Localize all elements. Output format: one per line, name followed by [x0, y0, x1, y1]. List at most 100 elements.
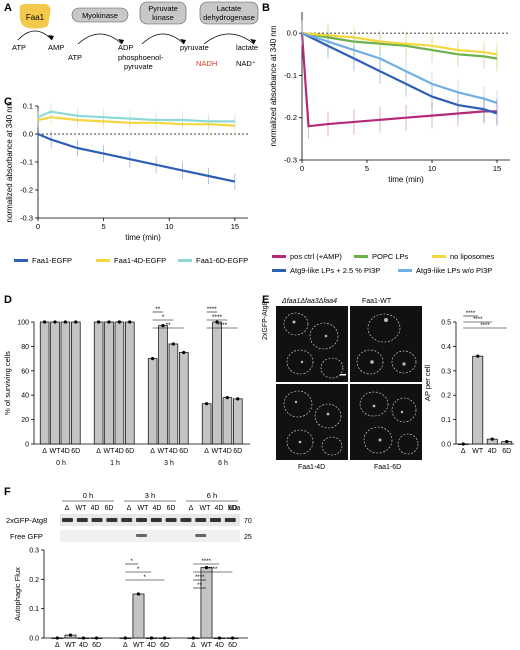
legend-b-3: no liposomes: [432, 252, 494, 261]
nadh-label: NADH: [196, 59, 217, 68]
blot-lane-label: 6D: [167, 505, 176, 512]
chart-e-point: [461, 442, 465, 446]
micrograph-4d: [276, 384, 348, 460]
chart-d-bar: [71, 321, 81, 445]
micro-label-6d: Faa1-6D: [374, 464, 402, 471]
chart-f-strain-label: 6D: [228, 642, 237, 649]
chart-c-series-0: [37, 125, 236, 190]
blot-lane-label: Δ: [189, 505, 194, 512]
chart-d-strain-label: 4D: [115, 448, 124, 455]
chart-b-ylabel: normalized absorbance at 340 nm: [269, 25, 278, 146]
chart-f-strain-label: 4D: [147, 642, 156, 649]
blot-band-free: [136, 534, 147, 537]
pep-label-1: phosphoenol-: [118, 53, 164, 62]
chart-f-point: [191, 636, 195, 640]
chart-b-line: [301, 32, 498, 60]
chart-d-point: [53, 320, 57, 324]
myokinase-box: [71, 7, 129, 23]
chart-d-group-label: 0 h: [56, 460, 66, 467]
blot-band: [180, 518, 192, 522]
panel-letter-c: C: [4, 96, 12, 108]
chart-d-point: [128, 320, 132, 324]
chart-d-ylabel: % of surviving cells: [3, 351, 12, 415]
ldh-label: Lactate dehydrogenase: [203, 4, 255, 22]
lactate-label: lactate: [236, 43, 258, 52]
chart-d-sig-label: ****: [207, 306, 218, 313]
chart-d-ytick-label: 0: [25, 442, 29, 449]
chart-d-bar: [168, 343, 179, 445]
legend-b-1: pos ctrl (+AMP): [272, 252, 342, 261]
amp-label: AMP: [48, 43, 64, 52]
blot-band: [62, 518, 73, 522]
blot-band: [121, 518, 133, 522]
chart-d-bar: [60, 321, 71, 445]
chart-d-point: [96, 320, 101, 324]
chart-f-sig-label: **: [197, 583, 202, 589]
chart-d-bar: [104, 321, 114, 445]
chart-d-strain-label: Δ: [96, 448, 101, 455]
blot-lane-label: 6D: [105, 505, 114, 512]
legend-label-popc: POPC LPs: [372, 252, 409, 261]
chart-f-strain-label: WT: [65, 642, 77, 649]
chart-d-strain-label: WT: [212, 448, 224, 455]
chart-f-sig-label: *: [130, 559, 133, 565]
chart-e-ytick-label: 0.2: [441, 393, 451, 400]
blot-lane-label: 4D: [91, 505, 100, 512]
chart-b-xtick-label: 5: [365, 164, 369, 173]
chart-d-sig-label: *: [162, 314, 165, 321]
blot-lane-label: WT: [138, 505, 150, 512]
legend-c-3: Faa1-6D-EGFP: [178, 256, 248, 265]
western-blot: 0 hΔ WT 4D 6D3 hΔ WT 4D 6D6 hΔ WT 4D 6DkDa2xGFP-A…: [6, 491, 252, 542]
blot-lane-label: WT: [200, 505, 212, 512]
chart-d-point: [236, 397, 240, 401]
chart-d-point: [161, 324, 165, 328]
chart-b-xtick-label: 10: [428, 164, 436, 173]
pyruvate-kinase-box: [139, 1, 187, 25]
chart-c-line: [37, 132, 236, 183]
blot-lane-label: Δ: [127, 505, 132, 512]
chart-c-ytick-label: 0.1: [23, 102, 33, 111]
chart-d-bar: [125, 321, 135, 445]
chart-e-sig-label: ****: [473, 317, 483, 323]
chart-d-strain-label: WT: [50, 448, 62, 455]
chart-c-xtick-label: 5: [102, 222, 106, 231]
chart-b-line: [301, 32, 498, 56]
chart-d-strain-label: 4D: [223, 448, 232, 455]
chart-d-bar: [179, 352, 189, 445]
chart-b-line: [300, 33, 497, 128]
chart-d-strain-label: 4D: [61, 448, 70, 455]
chart-f-point: [230, 636, 235, 640]
legend-c-1: Faa1-EGFP: [14, 256, 72, 265]
chart-f-sig-label: ****: [208, 567, 218, 573]
blot-band-free: [195, 534, 207, 537]
chart-d-strain-label: 6D: [71, 448, 80, 455]
micrograph-delta: [276, 306, 348, 382]
micro-side-label: 2xGFP-Atg8: [262, 301, 269, 340]
chart-b-ytick-label: -0.1: [284, 71, 297, 80]
blot-lane-label: 4D: [215, 505, 224, 512]
chart-e: 0.0 0.1 0.2 0.3 0.4 0.5 AP per cell Δ WT 4D 6D ****…: [423, 311, 514, 455]
atp-label-2: ATP: [68, 53, 82, 62]
chart-f-point: [162, 636, 167, 640]
chart-d-bar: [201, 403, 212, 445]
chart-f-point: [136, 592, 141, 596]
panel-letter-f: F: [4, 486, 11, 498]
pyruvate-kinase-label: Pyruvate kinase: [148, 4, 178, 22]
chart-e-category-label: Δ: [461, 448, 466, 455]
chart-e-category-label: 6D: [502, 448, 511, 455]
blot-lane-label: WT: [76, 505, 88, 512]
micro-title-left: Δfaa1Δfaa3Δfaa4: [282, 298, 337, 305]
blot-timepoint-label: 6 h: [207, 491, 217, 500]
chart-e-point: [505, 439, 509, 444]
chart-b: 0.0 -0.1 -0.2 -0.30 5 10 15 time (min) normalize…: [269, 12, 510, 184]
blot-strip-atg8: [60, 514, 240, 526]
chart-e-category-label: 4D: [488, 448, 497, 455]
panel-letter-e: E: [262, 294, 270, 306]
chart-b-xtick-label: 0: [300, 164, 304, 173]
chart-d-bar: [158, 325, 168, 445]
chart-f-strain-label: 4D: [79, 642, 88, 649]
chart-f-strain-label: 4D: [215, 642, 224, 649]
chart-e-ytick-label: 0.5: [441, 320, 451, 327]
chart-d-ytick-label: 80: [21, 344, 29, 351]
